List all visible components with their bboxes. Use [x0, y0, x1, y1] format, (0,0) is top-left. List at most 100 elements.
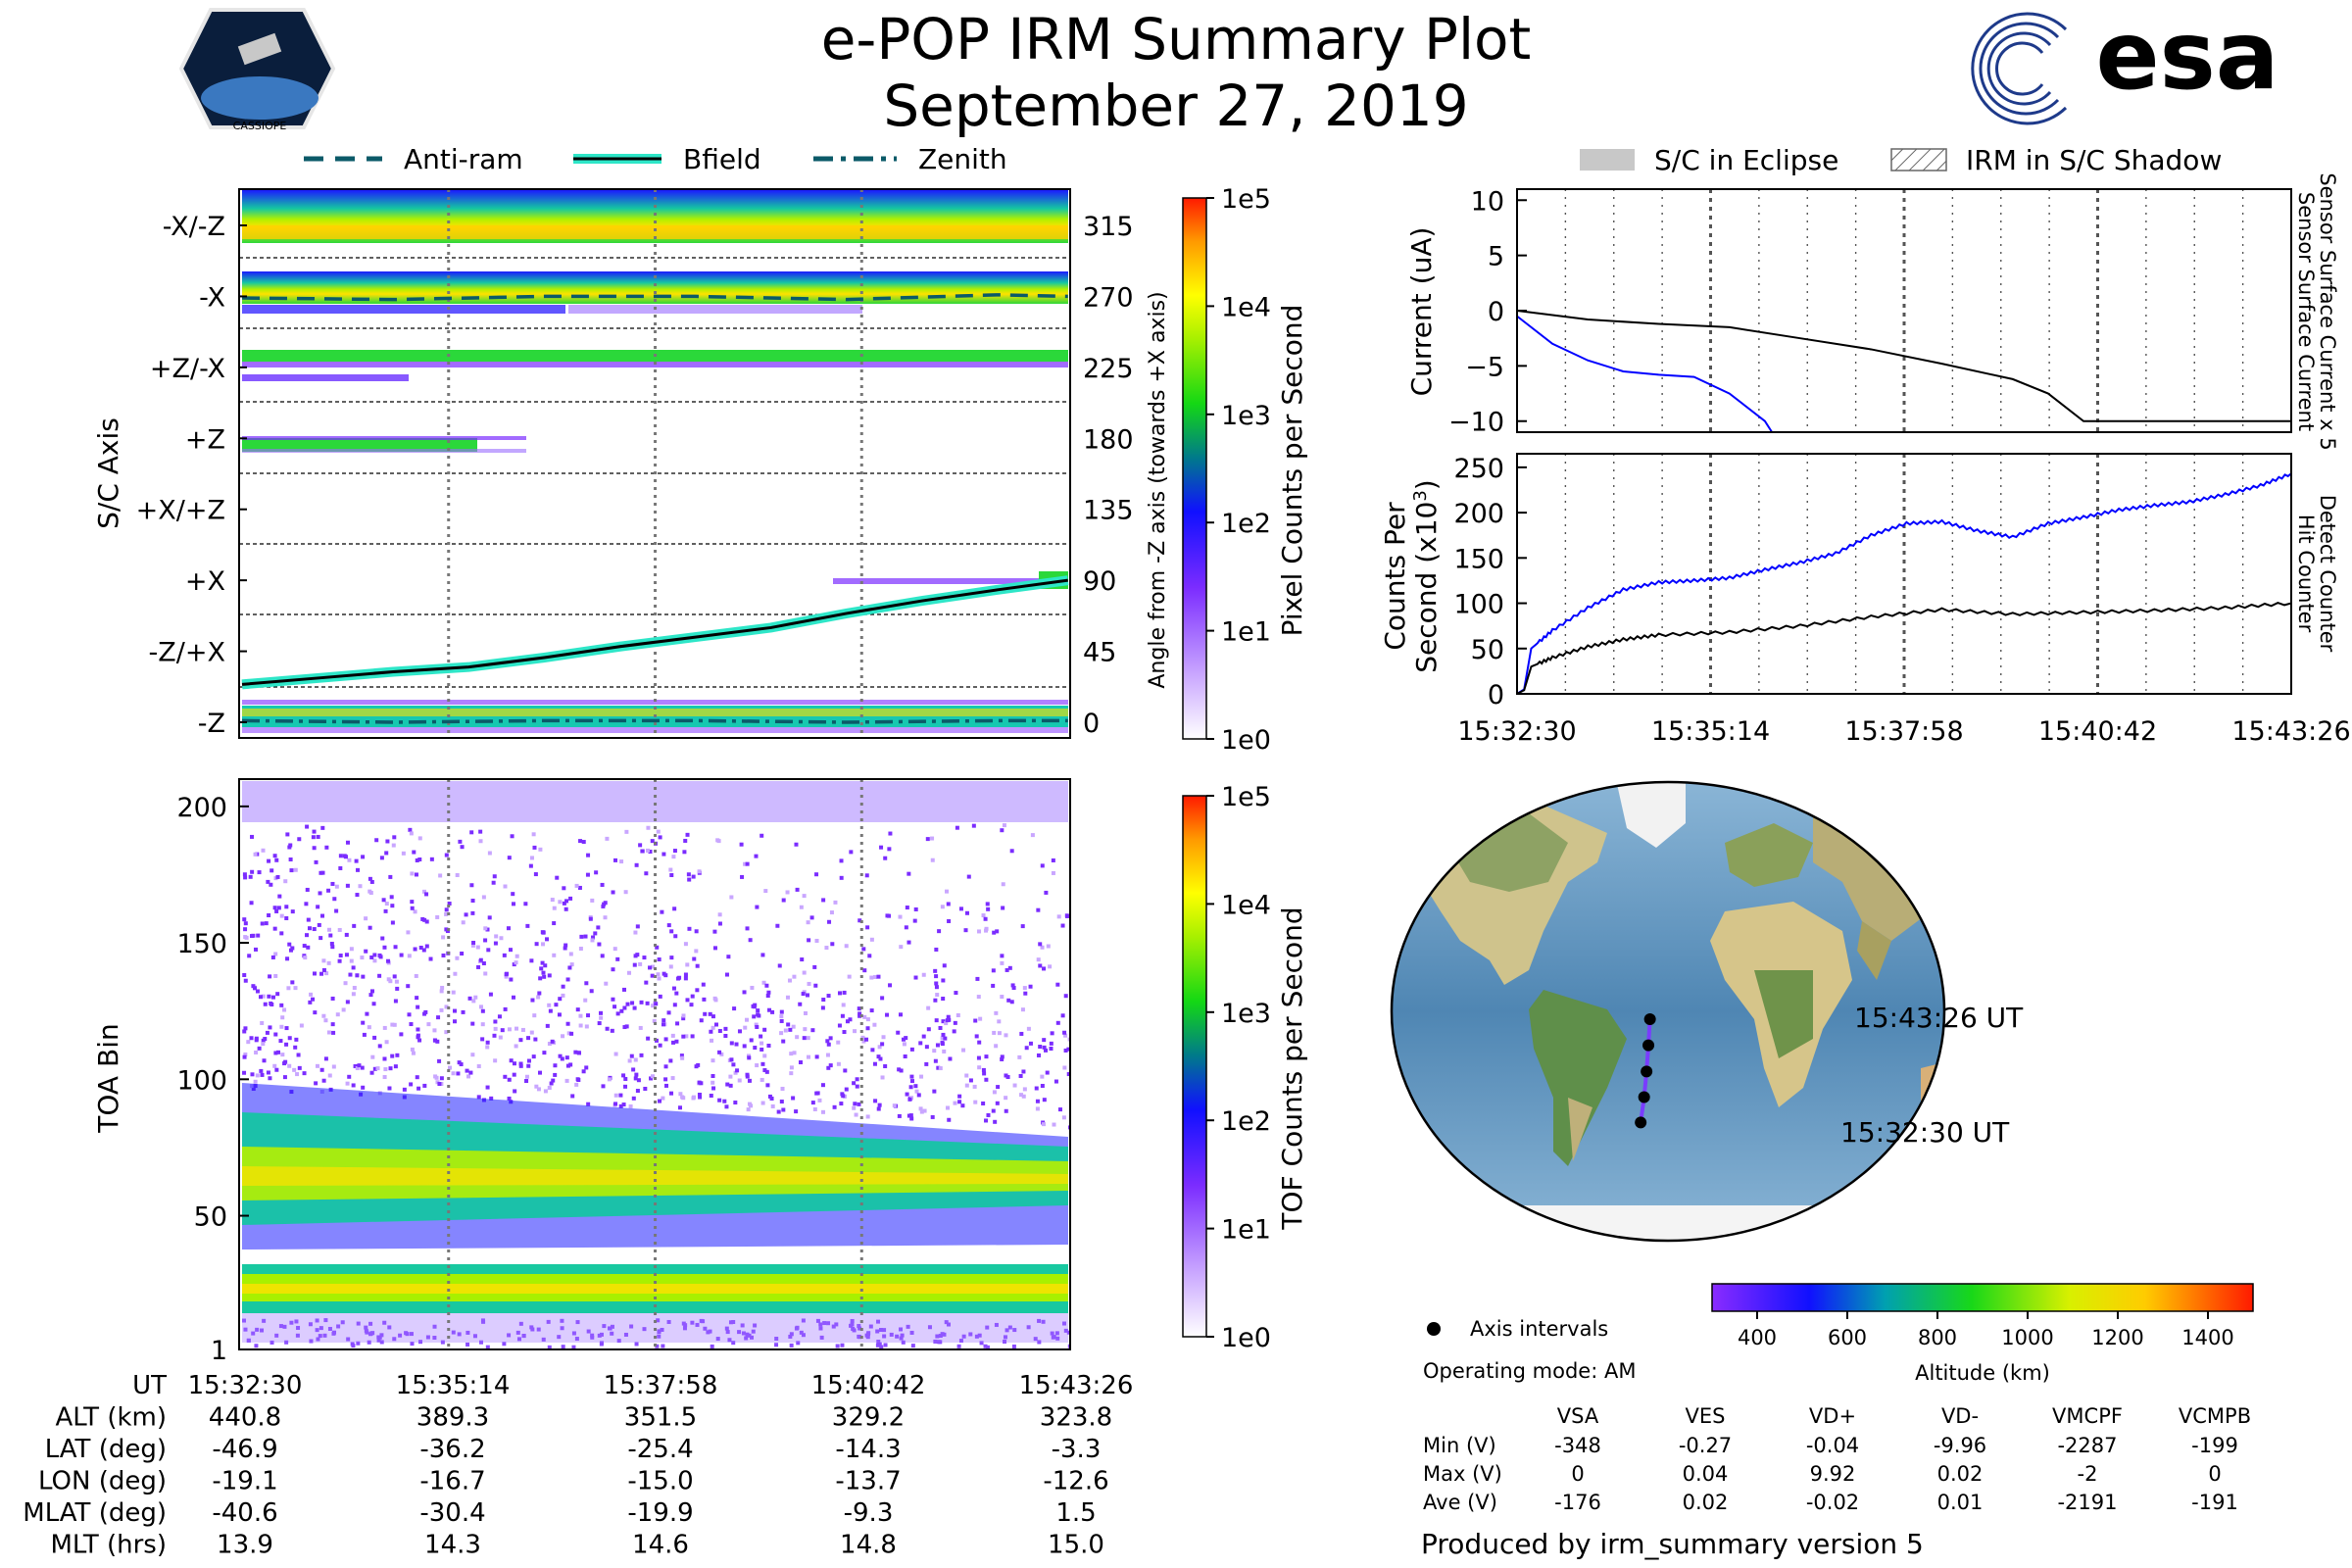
toa-speckle-cell [503, 884, 508, 889]
toa-speckle-cell [485, 1085, 490, 1090]
toa-speckle-cell [807, 938, 811, 943]
toa-speckle-cell [358, 884, 363, 889]
toa-speckle-cell [439, 1076, 444, 1081]
toa-speckle-cell [1020, 924, 1025, 929]
toa-speckle-cell [685, 998, 690, 1003]
toa-speckle-cell [708, 1011, 712, 1016]
toa-speckle-cell [242, 872, 247, 877]
ephemeris-cell: 15:43:26 [1019, 1371, 1134, 1400]
toa-speckle-cell [841, 1094, 846, 1099]
toa-speckle-cell [266, 1070, 270, 1075]
toa-speckle-cell [461, 1009, 466, 1014]
counts-ylabel-superscript: 3 [1410, 490, 1431, 501]
toa-speckle-cell [715, 1337, 720, 1342]
toa-speckle-cell [901, 1037, 906, 1042]
toa-speckle-cell [858, 1013, 862, 1018]
toa-speckle-cell [255, 1073, 260, 1078]
toa-speckle-cell [369, 955, 374, 959]
altitude-tick-label: 1000 [2001, 1326, 2053, 1349]
toa-speckle-cell [288, 843, 293, 848]
toa-speckle-cell [436, 1015, 441, 1020]
toa-speckle-cell [481, 895, 486, 900]
toa-speckle-cell [1055, 1336, 1060, 1341]
toa-speckle-cell [407, 954, 412, 958]
toa-speckle-cell [383, 1067, 388, 1072]
toa-speckle-cell [345, 1081, 350, 1086]
toa-speckle-cell [944, 1021, 949, 1026]
toa-speckle-cell [383, 908, 388, 913]
toa-speckle-cell [857, 1334, 861, 1339]
toa-speckle-cell [361, 1020, 366, 1025]
toa-speckle-cell [432, 1335, 437, 1340]
toa-speckle-cell [652, 1018, 657, 1023]
toa-speckle-cell [571, 1331, 576, 1336]
toa-speckle-cell [343, 855, 348, 859]
toa-speckle-cell [1010, 983, 1015, 988]
toa-speckle-cell [1011, 986, 1016, 991]
toa-speckle-cell [526, 1058, 531, 1063]
ephemeris-cell: 15.0 [1048, 1531, 1104, 1560]
toa-speckle-cell [921, 972, 926, 977]
current-right-label-blue: Sensor Surface Current x 5 [2316, 172, 2339, 450]
toa-speckle-cell [382, 945, 387, 950]
toa-speckle-cell [883, 1064, 888, 1069]
toa-speckle-cell [789, 1052, 794, 1056]
toa-speckle-cell [722, 1099, 727, 1103]
toa-speckle-cell [317, 922, 321, 927]
toa-speckle-cell [801, 992, 806, 997]
toa-speckle-cell [944, 1320, 949, 1325]
toa-speckle-cell [410, 900, 415, 905]
toa-speckle-cell [883, 856, 888, 860]
toa-speckle-cell [525, 923, 530, 928]
toa-speckle-cell [876, 1340, 881, 1345]
toa-speckle-cell [824, 946, 829, 951]
ephemeris-row-label: MLT (hrs) [51, 1531, 168, 1560]
toa-speckle-cell [564, 1078, 569, 1083]
toa-speckle-cell [818, 1326, 823, 1331]
toa-speckle-cell [906, 1113, 911, 1118]
toa-speckle-cell [1020, 1007, 1025, 1012]
toa-speckle-cell [761, 980, 766, 985]
altitude-tick-label: 1200 [2091, 1326, 2143, 1349]
toa-speckle-cell [321, 1078, 326, 1083]
toa-speckle-cell [946, 902, 951, 906]
toa-speckle-cell [936, 1065, 941, 1070]
toa-speckle-cell [323, 1056, 328, 1061]
toa-speckle-cell [326, 960, 331, 965]
voltage-table-cell: -191 [2191, 1491, 2238, 1514]
toa-speckle-cell [312, 846, 317, 851]
toa-speckle-cell [440, 985, 445, 990]
ephemeris-cell: 14.6 [632, 1531, 689, 1560]
toa-speckle-cell [369, 989, 374, 994]
toa-speckle-cell [585, 872, 590, 877]
toa-speckle-cell [958, 1339, 963, 1344]
toa-speckle-cell [305, 933, 310, 938]
toa-speckle-cell [488, 992, 493, 997]
toa-speckle-cell [568, 896, 573, 901]
toa-speckle-cell [406, 984, 411, 989]
toa-speckle-cell [393, 999, 398, 1004]
toa-speckle-cell [622, 1005, 627, 1010]
toa-speckle-cell [274, 858, 279, 862]
toa-speckle-cell [869, 937, 874, 942]
toa-speckle-cell [623, 890, 628, 895]
current-ytick-label: 0 [1488, 297, 1504, 327]
toa-speckle-cell [708, 1329, 712, 1334]
ephemeris-cell: -9.3 [844, 1498, 894, 1528]
toa-speckle-cell [575, 1007, 580, 1012]
toa-speckle-cell [399, 1032, 404, 1037]
toa-speckle-cell [534, 942, 539, 947]
toa-speckle-cell [835, 1344, 840, 1348]
toa-speckle-cell [729, 1041, 734, 1046]
toa-speckle-cell [759, 1034, 763, 1039]
toa-speckle-cell [760, 1041, 764, 1046]
toa-speckle-cell [384, 1040, 389, 1045]
toa-speckle-cell [744, 1336, 749, 1341]
toa-speckle-cell [261, 1038, 266, 1043]
toa-speckle-cell [899, 1327, 904, 1332]
toa-speckle-cell [918, 1106, 923, 1111]
toa-speckle-cell [242, 917, 247, 922]
toa-speckle-cell [597, 942, 602, 947]
toa-speckle-cell [1000, 1056, 1004, 1061]
